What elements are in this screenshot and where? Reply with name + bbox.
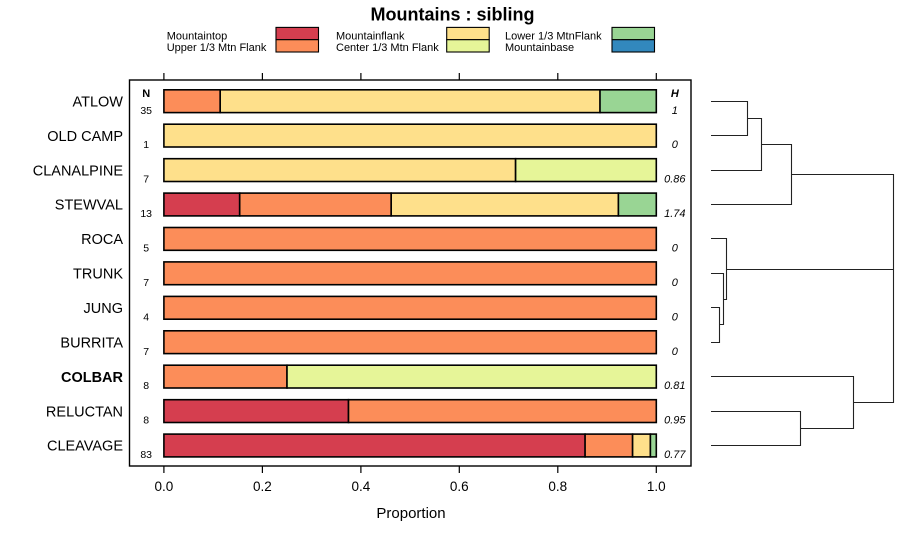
svg-text:0.86: 0.86 [664,174,686,186]
svg-text:CLEAVAGE: CLEAVAGE [47,439,123,455]
svg-text:Mountaintop: Mountaintop [167,30,228,42]
svg-text:Proportion: Proportion [376,505,445,522]
svg-text:5: 5 [143,243,149,255]
svg-text:0.0: 0.0 [155,479,174,494]
svg-text:H: H [671,88,680,100]
svg-text:Mountainbase: Mountainbase [505,42,574,54]
svg-text:0.6: 0.6 [450,479,469,494]
svg-text:Lower 1/3 MtnFlank: Lower 1/3 MtnFlank [505,30,602,42]
svg-text:STEWVAL: STEWVAL [55,198,123,214]
svg-text:0.4: 0.4 [352,479,371,494]
svg-text:CLANALPINE: CLANALPINE [33,163,124,179]
svg-text:ATLOW: ATLOW [73,94,124,110]
svg-text:35: 35 [140,105,152,117]
svg-text:ROCA: ROCA [81,232,123,248]
svg-text:OLD CAMP: OLD CAMP [47,129,123,145]
svg-text:RELUCTAN: RELUCTAN [46,404,123,420]
svg-text:13: 13 [140,208,152,220]
svg-text:1.74: 1.74 [664,208,685,220]
svg-text:JUNG: JUNG [84,301,123,317]
svg-text:83: 83 [140,449,152,461]
svg-text:1.0: 1.0 [647,479,666,494]
svg-text:BURRITA: BURRITA [60,335,123,351]
svg-text:7: 7 [143,277,149,289]
svg-text:0.2: 0.2 [253,479,272,494]
svg-text:0: 0 [672,311,679,323]
svg-text:7: 7 [143,174,149,186]
svg-text:1: 1 [672,105,678,117]
svg-text:4: 4 [143,311,149,323]
svg-text:Mountainflank: Mountainflank [336,30,405,42]
svg-text:0: 0 [672,243,679,255]
svg-text:COLBAR: COLBAR [61,370,124,386]
svg-text:Center 1/3 Mtn Flank: Center 1/3 Mtn Flank [336,42,439,54]
svg-text:N: N [142,88,150,100]
svg-text:0.77: 0.77 [664,449,686,461]
svg-text:0: 0 [672,139,679,151]
svg-text:Upper 1/3 Mtn Flank: Upper 1/3 Mtn Flank [167,42,267,54]
svg-text:0: 0 [672,277,679,289]
svg-text:1: 1 [143,139,149,151]
svg-text:7: 7 [143,346,149,358]
svg-text:0.8: 0.8 [548,479,567,494]
svg-text:0.95: 0.95 [664,415,686,427]
svg-text:0: 0 [672,346,679,358]
svg-text:Mountains : sibling: Mountains : sibling [371,4,535,24]
svg-text:8: 8 [143,415,149,427]
svg-text:0.81: 0.81 [664,380,685,392]
svg-text:TRUNK: TRUNK [73,267,123,283]
svg-text:8: 8 [143,380,149,392]
